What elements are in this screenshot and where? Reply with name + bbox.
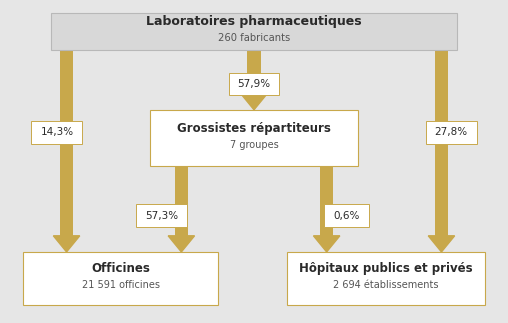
Text: Hôpitaux publics et privés: Hôpitaux publics et privés [299, 262, 473, 276]
Polygon shape [53, 236, 80, 252]
FancyBboxPatch shape [136, 204, 187, 227]
Bar [175, 166, 188, 236]
FancyBboxPatch shape [51, 13, 457, 50]
FancyBboxPatch shape [324, 204, 369, 227]
Text: 2 694 établissements: 2 694 établissements [333, 280, 439, 290]
FancyBboxPatch shape [150, 110, 358, 166]
FancyBboxPatch shape [426, 121, 477, 144]
Bar [247, 50, 261, 94]
Text: 7 groupes: 7 groupes [230, 140, 278, 150]
Text: Laboratoires pharmaceutiques: Laboratoires pharmaceutiques [146, 15, 362, 28]
FancyBboxPatch shape [23, 252, 218, 305]
Text: 14,3%: 14,3% [40, 128, 74, 137]
FancyBboxPatch shape [287, 252, 485, 305]
Bar [60, 50, 73, 236]
Polygon shape [241, 94, 267, 110]
Polygon shape [313, 236, 340, 252]
Polygon shape [168, 236, 195, 252]
FancyBboxPatch shape [31, 121, 82, 144]
Bar [435, 50, 448, 236]
Text: 0,6%: 0,6% [333, 211, 360, 221]
Polygon shape [428, 236, 455, 252]
FancyBboxPatch shape [229, 73, 279, 95]
Text: 57,9%: 57,9% [237, 79, 271, 89]
Text: 27,8%: 27,8% [434, 128, 468, 137]
Text: 260 fabricants: 260 fabricants [218, 33, 290, 43]
Text: 57,3%: 57,3% [145, 211, 178, 221]
Text: Grossistes répartiteurs: Grossistes répartiteurs [177, 122, 331, 135]
Text: Officines: Officines [91, 262, 150, 276]
Bar [320, 166, 333, 236]
Text: 21 591 officines: 21 591 officines [82, 280, 160, 290]
